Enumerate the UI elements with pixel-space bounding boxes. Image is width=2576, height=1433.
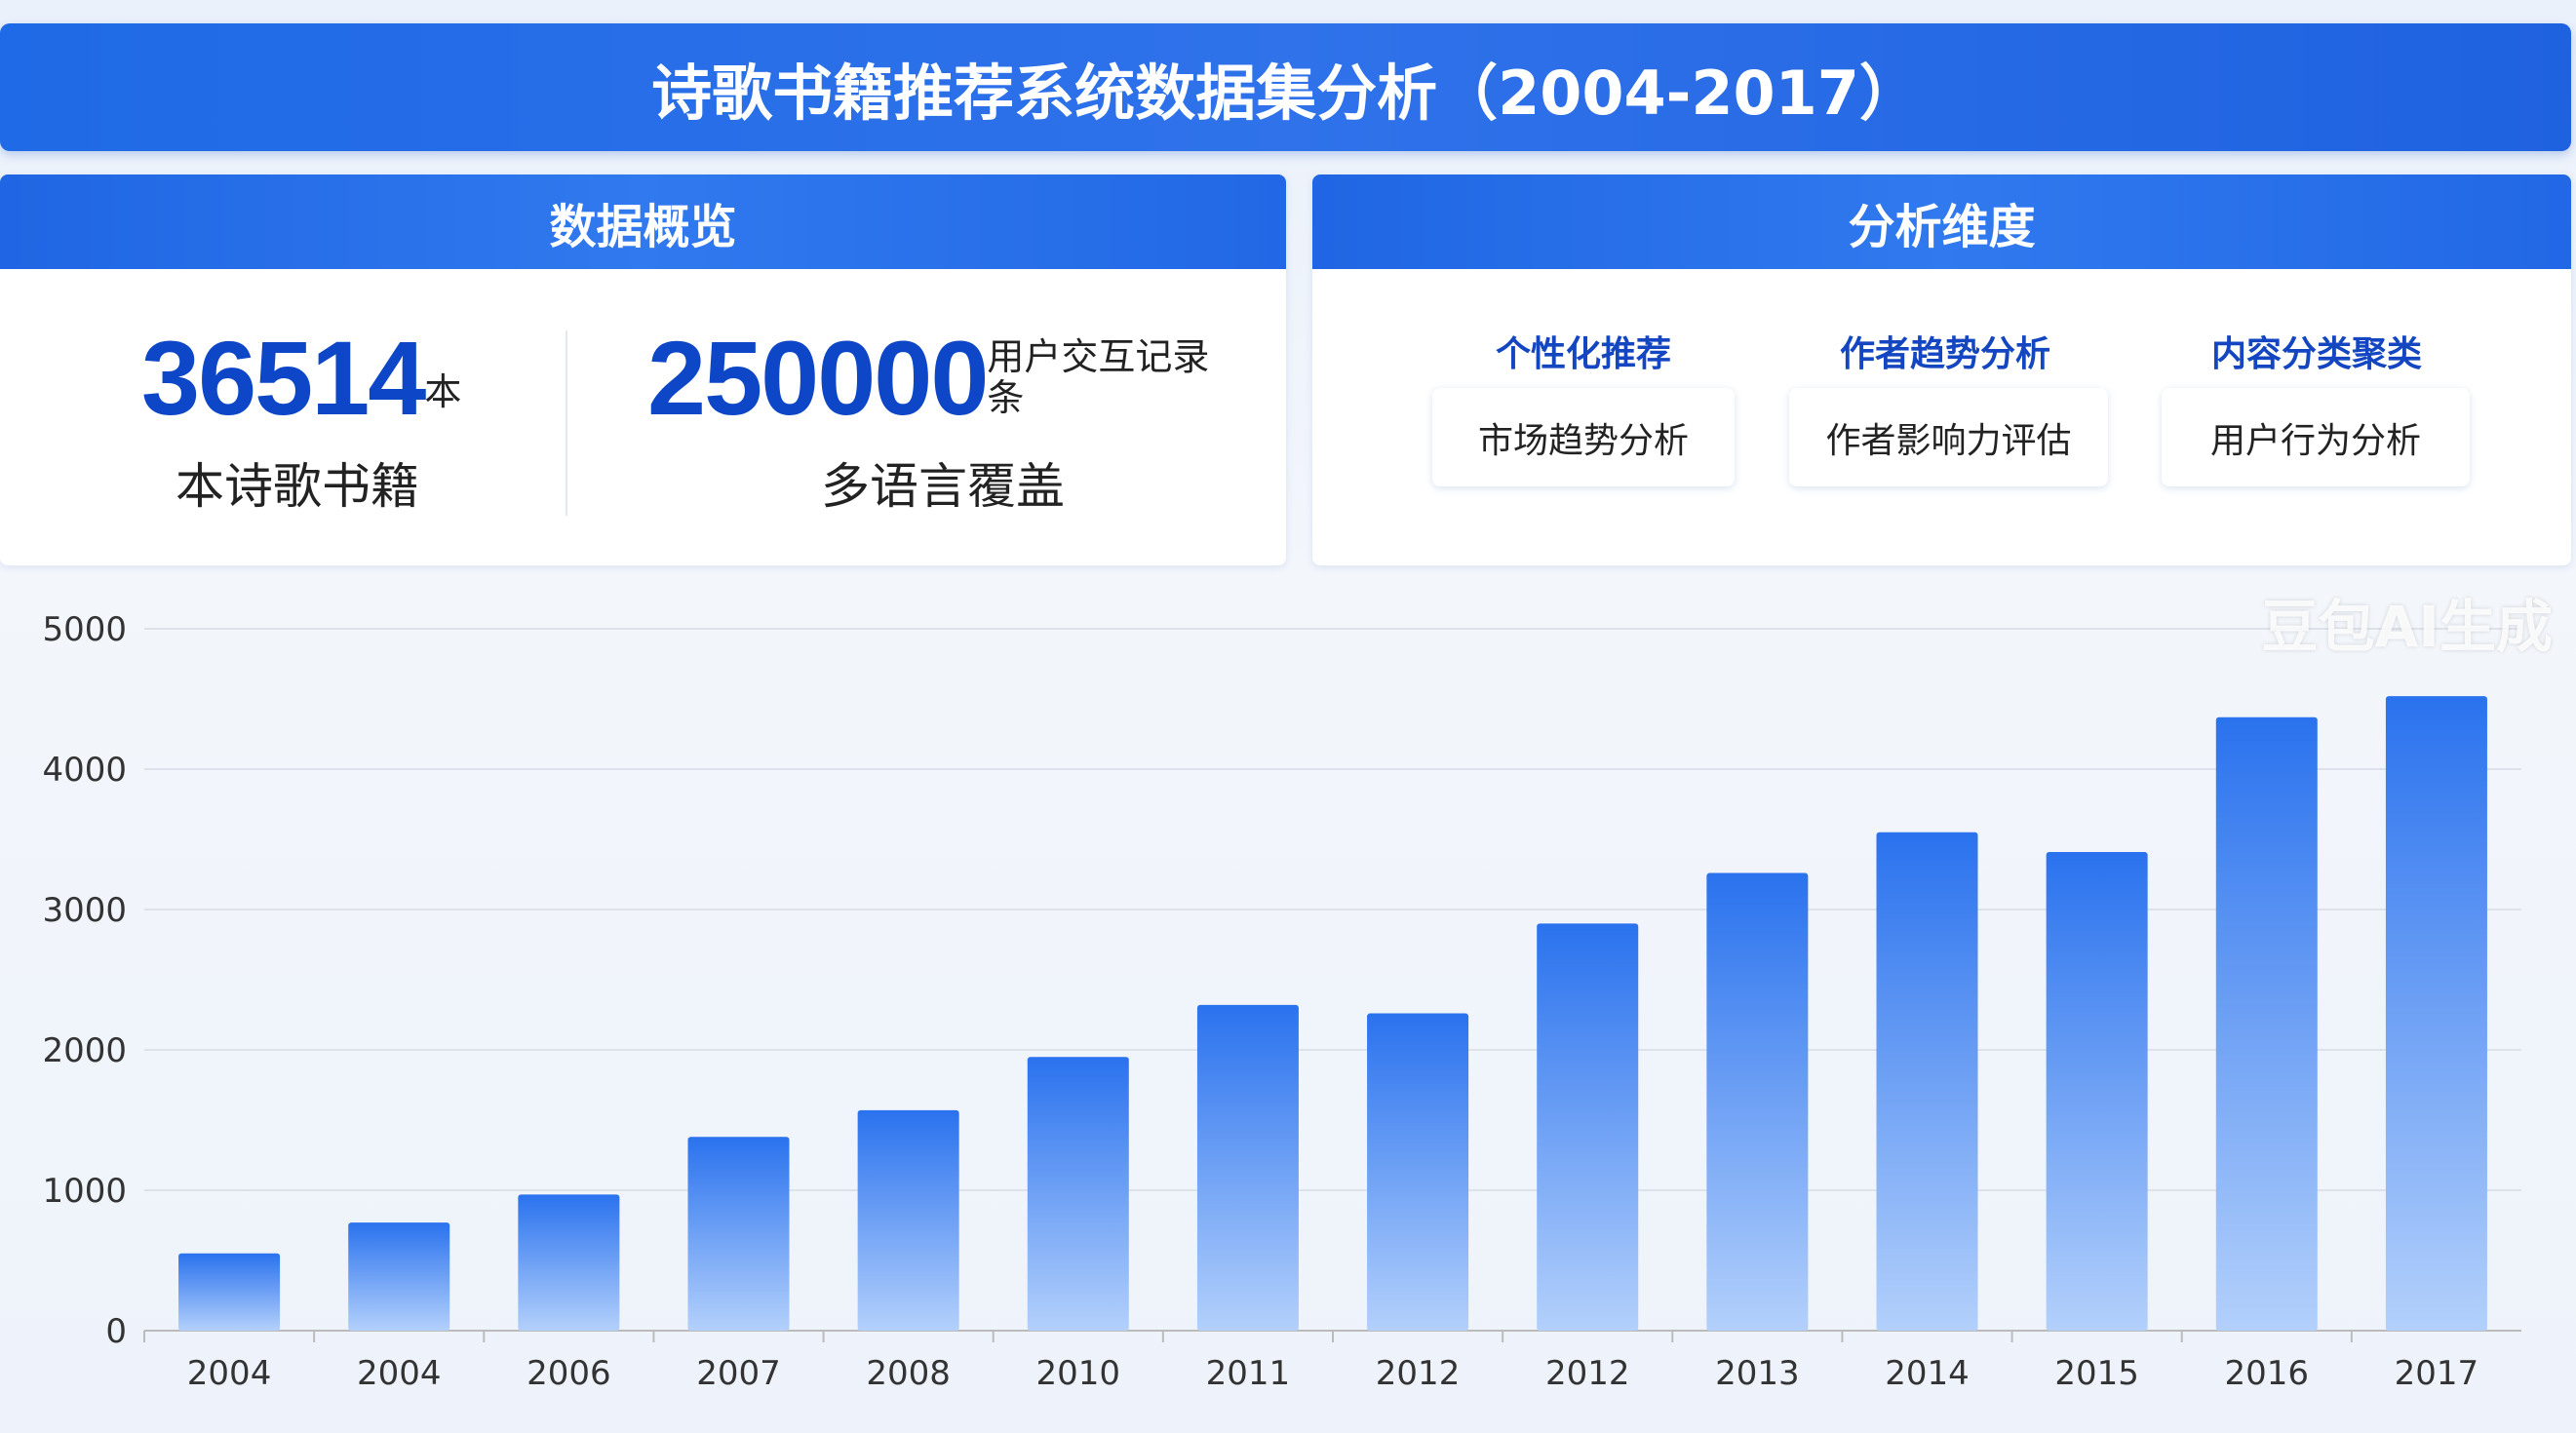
book-count-unit: 本 [424,369,462,413]
x-tick-label: 2004 [357,1354,442,1393]
bar [2046,851,2148,1331]
category-label: 作者趋势分析 [1839,334,2051,374]
book-count-label: 本诗歌书籍 [176,458,419,515]
bar [1876,832,1978,1331]
x-tick-label: 2008 [866,1354,951,1393]
x-tick-label: 2014 [1885,1354,1970,1393]
x-tick-label: 2013 [1715,1354,1800,1393]
bar-chart: 0 1000 2000 3000 4000 5000 2004 2004 2006 2007 200… [42,610,2521,1393]
category-label: 个性化推荐 [1495,334,1672,374]
interaction-count-unit: 用户交互记录条 [987,335,1210,419]
overview-title: 数据概览 [0,174,1286,269]
language-label: 多语言覆盖 [821,458,1065,515]
dimensions-title: 分析维度 [1312,174,2571,269]
dimensions-panel: 分析维度 个性化推荐 作者趋势分析 内容分类聚类 市场趋势分析 作者影响力评估 … [1312,174,2571,565]
bar [1027,1057,1129,1331]
y-tick-label: 2000 [42,1031,127,1070]
bar [1706,872,1809,1331]
dimension-card: 用户行为分析 [2162,388,2470,486]
x-tick-label: 2006 [527,1354,611,1393]
y-tick-label: 4000 [42,751,127,790]
overview-panel: 数据概览 36514 本 本诗歌书籍 250000 用户交互记录条 多语言覆盖 [0,174,1286,565]
x-tick-label: 2012 [1545,1354,1630,1393]
book-count: 36514 [141,319,426,437]
bar [2215,716,2318,1331]
y-tick-label: 1000 [42,1172,127,1211]
bar [178,1253,281,1331]
bar [687,1137,790,1331]
dimension-card: 作者影响力评估 [1789,388,2108,486]
x-tick-label: 2015 [2054,1354,2139,1393]
y-tick-label: 3000 [42,891,127,930]
x-tick-label: 2010 [1036,1354,1121,1393]
bar [518,1194,620,1331]
page-title: 诗歌书籍推荐系统数据集分析（2004-2017） [0,23,2571,151]
bar [348,1222,450,1331]
x-tick-label: 2004 [187,1354,272,1393]
x-tick-label: 2016 [2225,1354,2310,1393]
bar [857,1109,959,1331]
y-tick-label: 5000 [42,610,127,649]
bar [1537,923,1639,1331]
interaction-count: 250000 [647,319,989,437]
category-label: 内容分类聚类 [2210,334,2423,374]
bar [2385,696,2487,1331]
x-tick-label: 2012 [1376,1354,1461,1393]
x-tick-label: 2017 [2395,1354,2479,1393]
bar [1196,1004,1299,1331]
divider [566,330,567,516]
bar [1367,1013,1469,1331]
dimension-card: 市场趋势分析 [1432,388,1735,486]
x-tick-label: 2007 [696,1354,781,1393]
watermark: 豆包AI生成 [2261,594,2553,660]
y-tick-label: 0 [105,1312,127,1351]
x-tick-label: 2011 [1206,1354,1291,1393]
